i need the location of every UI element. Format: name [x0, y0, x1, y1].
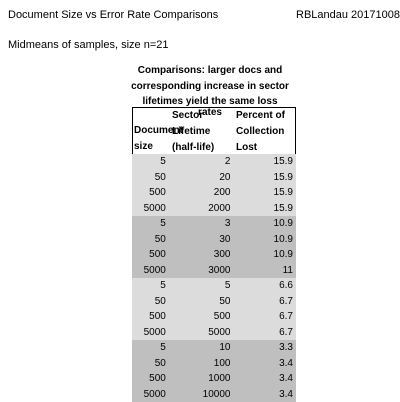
- lost-percent-cell: 3.3: [233, 340, 296, 356]
- lost-percent-cell: 6.7: [233, 325, 296, 341]
- lifetime-cell: 20: [169, 170, 234, 186]
- table-top-border: [132, 107, 296, 108]
- caption-line-1: Comparisons: larger docs and: [130, 65, 290, 76]
- caption-line-2: corresponding increase in sector: [130, 81, 290, 92]
- lost-percent-cell: 3.4: [233, 371, 296, 387]
- lost-percent-cell: 6.7: [233, 309, 296, 325]
- lost-percent-cell: 15.9: [233, 170, 296, 186]
- col-header-lost-line1: Percent of: [236, 110, 285, 121]
- size-cell: 500: [132, 309, 169, 325]
- size-cell: 50: [132, 232, 169, 248]
- lost-percent-cell: 15.9: [233, 185, 296, 201]
- lifetime-cell: 200: [169, 185, 234, 201]
- lifetime-cell: 300: [169, 247, 234, 263]
- table-right-border: [295, 107, 296, 154]
- col-header-lost-line3: Lost: [236, 142, 257, 153]
- size-cell: 500: [132, 185, 169, 201]
- subtitle: Midmeans of samples, size n=21: [8, 39, 169, 51]
- lost-percent-cell: 6.7: [233, 294, 296, 310]
- lifetime-cell: 2000: [169, 201, 234, 217]
- lost-percent-cell: 11: [233, 263, 296, 279]
- lifetime-cell: 10: [169, 340, 234, 356]
- size-cell: 5000: [132, 325, 169, 341]
- author-stamp: RBLandau 20171008: [296, 9, 400, 21]
- lifetime-cell: 1000: [169, 371, 234, 387]
- size-cell: 5: [132, 154, 169, 170]
- lost-percent-cell: 3.4: [233, 356, 296, 372]
- lost-percent-cell: 10.9: [233, 216, 296, 232]
- document-title: Document Size vs Error Rate Comparisons: [8, 9, 218, 21]
- size-cell: 5000: [132, 201, 169, 217]
- col-header-lifetime-line3: (half-life): [172, 142, 214, 153]
- lost-percent-cell: 6.6: [233, 278, 296, 294]
- size-cell: 500: [132, 371, 169, 387]
- size-cell: 5: [132, 216, 169, 232]
- lost-percent-cell: 15.9: [233, 201, 296, 217]
- col-header-lifetime-line1: Sector: [172, 110, 203, 121]
- col-header-lost-line2: Collection: [236, 126, 284, 137]
- lifetime-cell: 3: [169, 216, 234, 232]
- size-cell: 50: [132, 356, 169, 372]
- col-header-document-line2: size: [134, 141, 153, 152]
- lost-percent-cell: 10.9: [233, 232, 296, 248]
- lifetime-cell: 50: [169, 294, 234, 310]
- col-header-lifetime-line2: Lifetime: [172, 126, 210, 137]
- lifetime-cell: 500: [169, 309, 234, 325]
- lifetime-cell: 3000: [169, 263, 234, 279]
- lifetime-cell: 100: [169, 356, 234, 372]
- lifetime-cell: 5: [169, 278, 234, 294]
- lost-percent-cell: 15.9: [233, 154, 296, 170]
- size-cell: 50: [132, 294, 169, 310]
- lost-percent-cell: 10.9: [233, 247, 296, 263]
- size-cell: 5000: [132, 263, 169, 279]
- size-cell: 5: [132, 278, 169, 294]
- table-left-border: [132, 107, 133, 154]
- size-cell: 50: [132, 170, 169, 186]
- lifetime-cell: 2: [169, 154, 234, 170]
- lifetime-cell: 5000: [169, 325, 234, 341]
- lifetime-cell: 30: [169, 232, 234, 248]
- size-cell: 500: [132, 247, 169, 263]
- size-cell: 5: [132, 340, 169, 356]
